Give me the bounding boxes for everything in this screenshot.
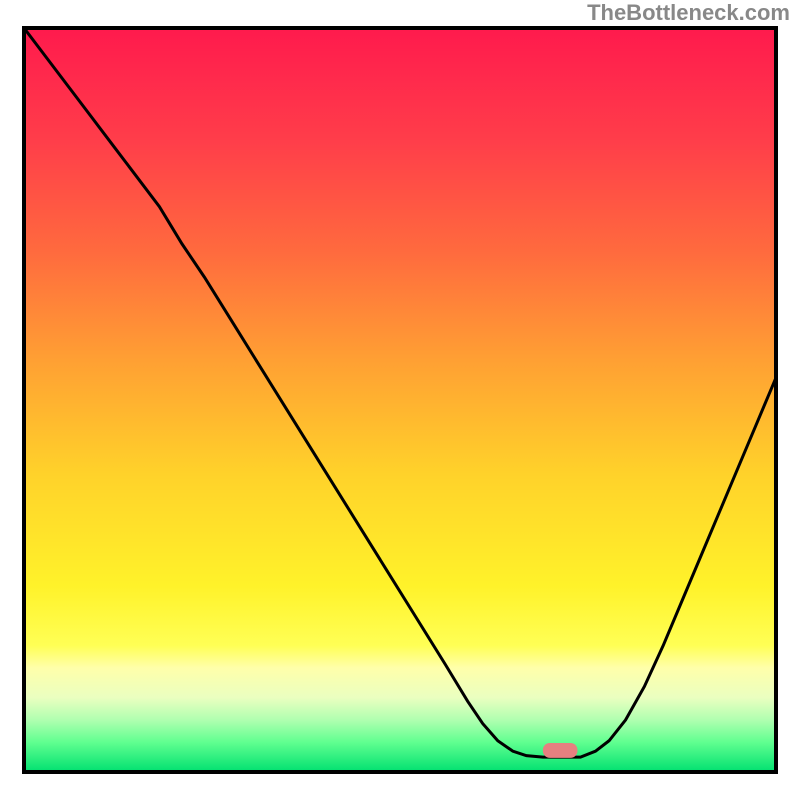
bottleneck-chart bbox=[0, 0, 800, 805]
optimal-marker bbox=[543, 743, 578, 758]
chart-svg bbox=[0, 0, 800, 800]
plot-background bbox=[24, 28, 776, 772]
